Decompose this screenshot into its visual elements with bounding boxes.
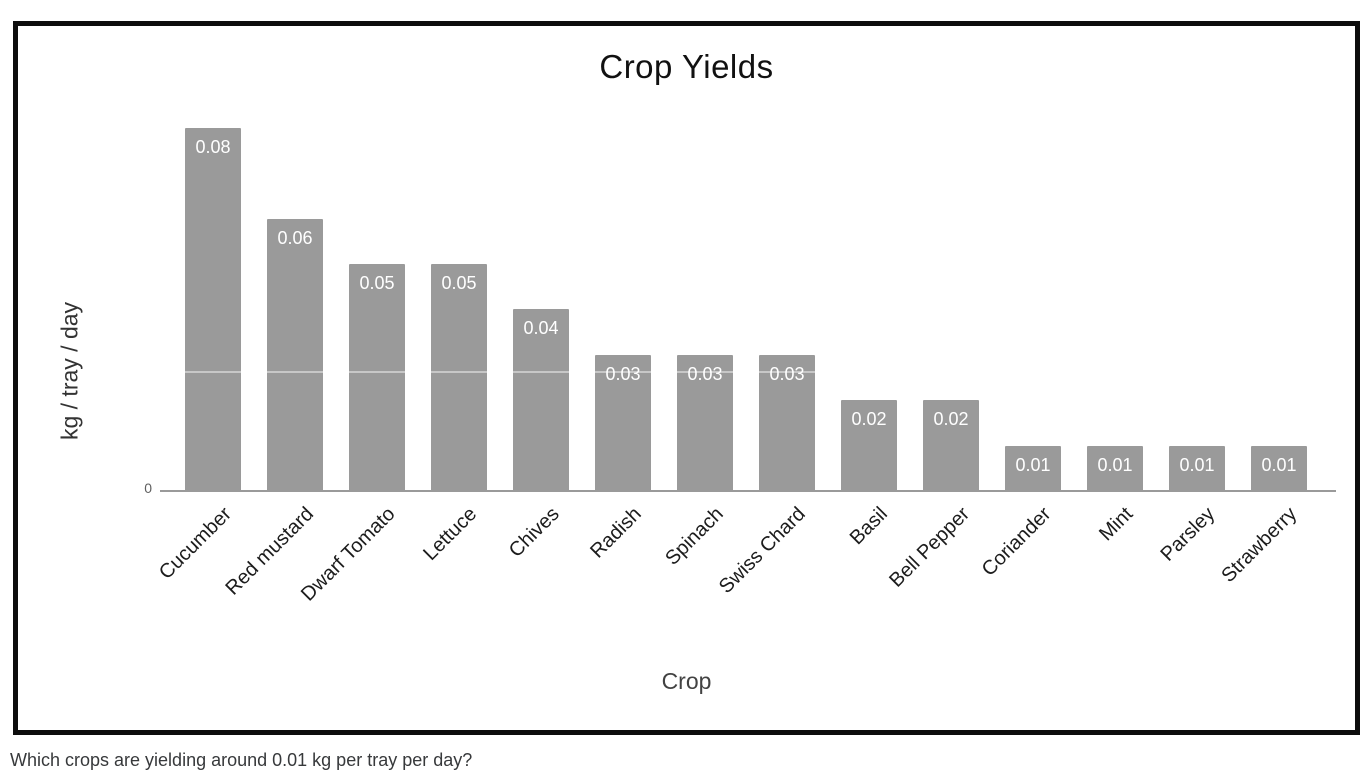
bar-slot: 0.04 — [500, 128, 582, 491]
bar-slot: 0.01 — [1074, 128, 1156, 491]
bar-slot: 0.02 — [828, 128, 910, 491]
chart-title: Crop Yields — [599, 48, 774, 85]
bar-parsley: 0.01 — [1169, 446, 1225, 491]
x-axis-title: Crop — [661, 668, 712, 694]
gridline — [160, 371, 1336, 373]
bar-cucumber: 0.08 — [185, 128, 241, 491]
bar-value-label: 0.01 — [1097, 455, 1133, 475]
bar-red-mustard: 0.06 — [267, 219, 323, 491]
bar-spinach: 0.03 — [677, 355, 733, 491]
bar-slot: 0.01 — [1156, 128, 1238, 491]
bar-slot: 0.01 — [1238, 128, 1320, 491]
bar-radish: 0.03 — [595, 355, 651, 491]
bar-strawberry: 0.01 — [1251, 446, 1307, 491]
bar-slot: 0.05 — [418, 128, 500, 491]
bar-value-label: 0.03 — [687, 364, 723, 384]
bar-coriander: 0.01 — [1005, 446, 1061, 491]
bar-swiss-chard: 0.03 — [759, 355, 815, 491]
bar-slot: 0.05 — [336, 128, 418, 491]
bar-value-label: 0.05 — [441, 273, 477, 293]
bar-slot: 0.03 — [746, 128, 828, 491]
bar-slot: 0.02 — [910, 128, 992, 491]
bars-container: 0.08 0.06 0.05 0.05 0.04 0.03 0.03 0.03 0.02 0.02… — [172, 128, 1320, 491]
bar-value-label: 0.02 — [933, 409, 969, 429]
bar-value-label: 0.01 — [1179, 455, 1215, 475]
bar-slot: 0.08 — [172, 128, 254, 491]
bar-bell-pepper: 0.02 — [923, 400, 979, 491]
bar-slot: 0.03 — [664, 128, 746, 491]
question-text: Which crops are yielding around 0.01 kg … — [10, 750, 473, 770]
bar-slot: 0.01 — [992, 128, 1074, 491]
bar-value-label: 0.06 — [277, 228, 313, 248]
bar-slot: 0.06 — [254, 128, 336, 491]
bar-value-label: 0.01 — [1261, 455, 1297, 475]
bar-value-label: 0.05 — [359, 273, 395, 293]
y-tick-label-zero: 0 — [144, 480, 152, 496]
bar-chives: 0.04 — [513, 309, 569, 491]
bar-dwarf-tomato: 0.05 — [349, 264, 405, 491]
bar-value-label: 0.08 — [195, 137, 231, 157]
bar-slot: 0.03 — [582, 128, 664, 491]
bar-value-label: 0.04 — [523, 318, 559, 338]
bar-value-label: 0.01 — [1015, 455, 1051, 475]
bar-basil: 0.02 — [841, 400, 897, 491]
bar-value-label: 0.03 — [605, 364, 641, 384]
bar-mint: 0.01 — [1087, 446, 1143, 491]
x-axis-line — [160, 490, 1336, 492]
bar-value-label: 0.02 — [851, 409, 887, 429]
y-axis-title: kg / tray / day — [56, 301, 83, 441]
bar-lettuce: 0.05 — [431, 264, 487, 491]
bar-value-label: 0.03 — [769, 364, 805, 384]
